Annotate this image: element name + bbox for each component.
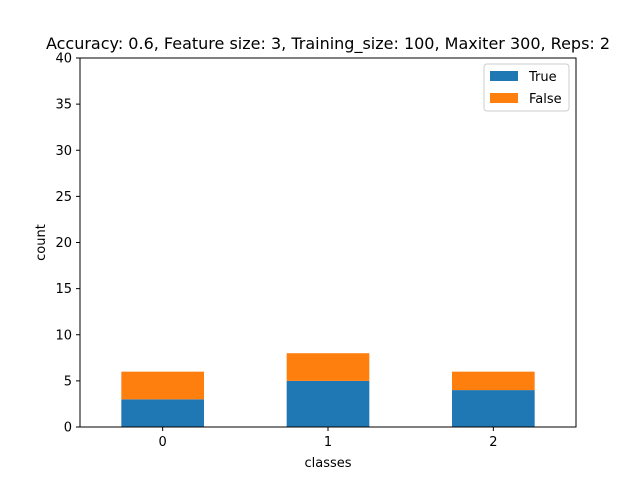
y-axis-title: count [34,224,49,261]
bar-false-1 [286,353,370,381]
legend-swatch-true [490,71,518,81]
y-tick-label: 15 [55,282,72,297]
y-tick-label: 5 [64,374,72,389]
x-tick-label: 0 [159,435,167,450]
x-axis-title: classes [304,456,351,471]
x-tick-label: 2 [489,435,497,450]
y-tick-label: 35 [55,98,72,113]
y-tick-label: 10 [55,328,72,343]
legend: True False [483,63,570,112]
y-tick-label: 40 [55,52,72,67]
y-tick-label: 0 [64,421,72,436]
x-axis: 0 1 2 [159,427,497,450]
bar-false-2 [452,371,535,391]
bars-group [121,353,535,427]
y-tick-label: 20 [55,236,72,251]
legend-label-true: True [528,70,557,85]
bar-false-0 [121,371,204,400]
x-tick-label: 1 [324,435,332,450]
bar-true-0 [121,399,204,427]
plot-frame [79,57,577,428]
legend-label-false: False [529,92,562,107]
bar-true-1 [286,380,370,427]
y-tick-label: 25 [55,190,72,205]
y-tick-label: 30 [55,144,72,159]
y-axis: 0 5 10 15 20 25 30 35 40 [55,52,80,436]
legend-swatch-false [490,93,518,103]
chart-title: Accuracy: 0.6, Feature size: 3, Training… [46,34,610,54]
bar-true-2 [452,390,535,427]
